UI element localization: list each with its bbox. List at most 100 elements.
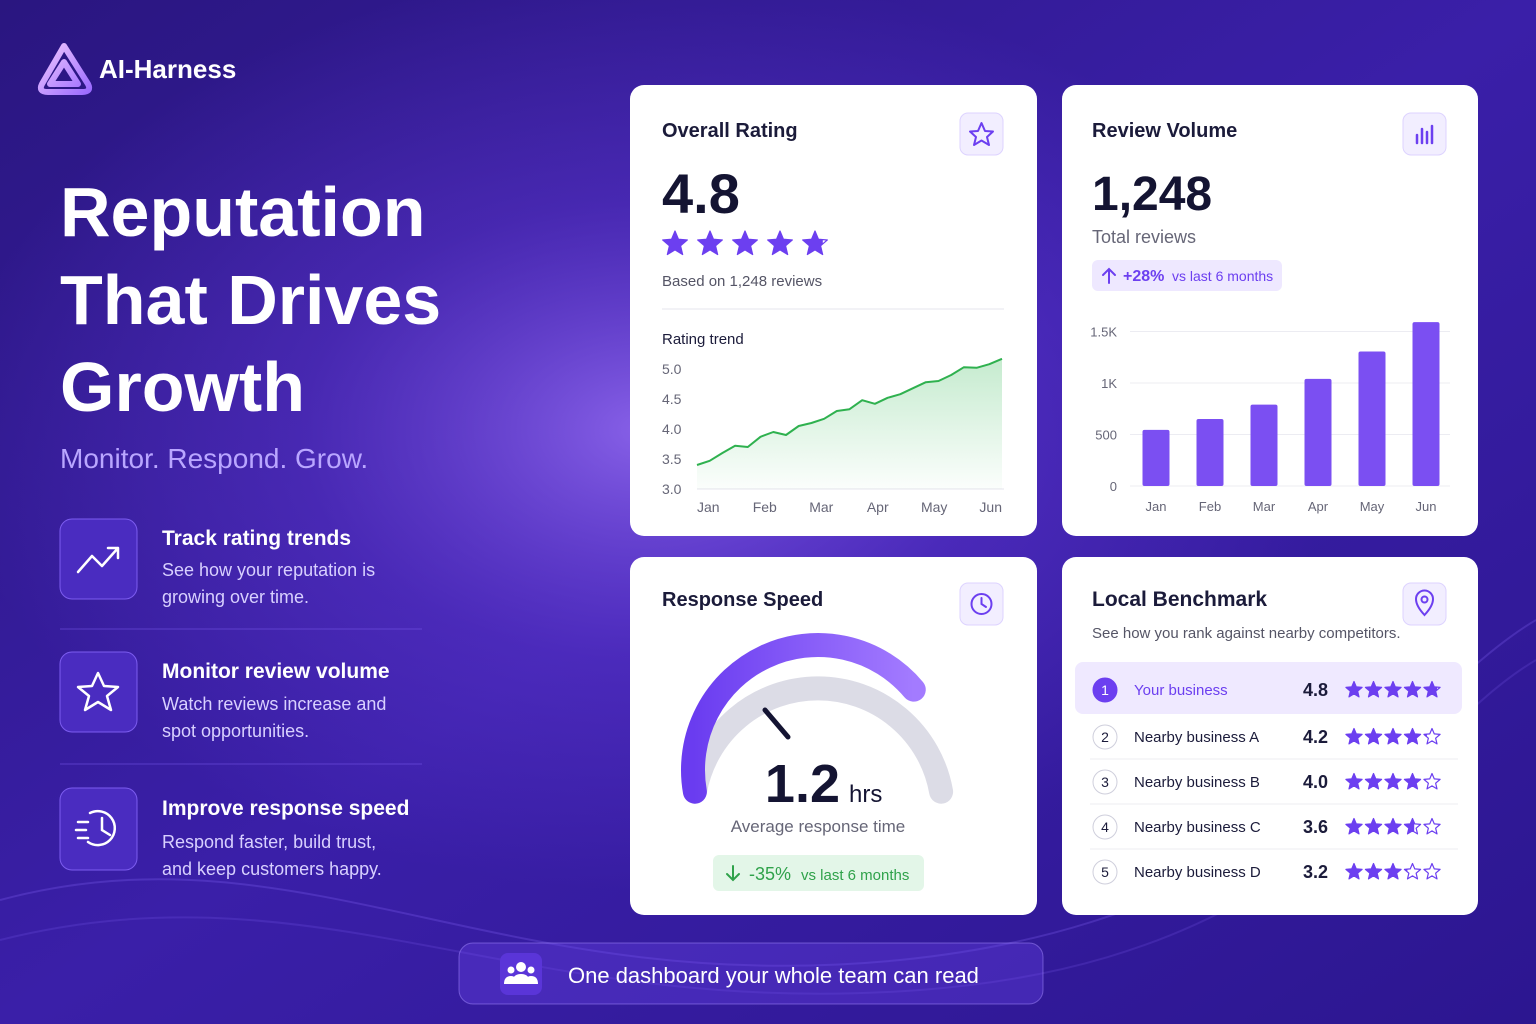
- rating-value: 4.8: [662, 162, 740, 225]
- y-tick-label: 3.0: [662, 481, 682, 497]
- rating: 4.8: [1303, 680, 1328, 700]
- line-chart: 3.0 3.5 4.0 4.5 5.0 Jan Feb Mar Apr May Jun: [662, 357, 1004, 515]
- line: [696, 357, 1003, 466]
- speed-value: 1.2: [765, 754, 840, 814]
- bar: [1196, 419, 1224, 486]
- business-name: Nearby business A: [1134, 729, 1259, 746]
- icon: [1415, 124, 1434, 145]
- change-note: vs last 6 months: [801, 867, 909, 884]
- gauge-needle: [762, 707, 791, 740]
- feature-icon-box: [59, 518, 138, 600]
- star: [1404, 728, 1421, 744]
- card-title: Local Benchmark: [1092, 588, 1267, 611]
- star: [1365, 681, 1382, 697]
- star: [1345, 818, 1363, 834]
- hero-title: Reputation: [60, 173, 426, 251]
- star: [662, 231, 688, 255]
- business-name: Nearby business D: [1134, 864, 1261, 881]
- star: [1365, 773, 1382, 789]
- speed-caption: Average response time: [731, 817, 906, 836]
- feature-title: Track rating trends: [162, 527, 351, 550]
- bar: [1142, 429, 1170, 486]
- rank: 5: [1101, 864, 1109, 880]
- feature-title: Monitor review volume: [162, 660, 390, 683]
- star: [1404, 681, 1421, 697]
- volume-value: 1,248: [1092, 168, 1212, 221]
- rating: 3.2: [1303, 862, 1328, 882]
- star-outline: [1423, 817, 1441, 835]
- card-title: Response Speed: [662, 589, 823, 611]
- gauge: [681, 633, 954, 804]
- star: [1345, 773, 1363, 789]
- feature-description: Watch reviews increase and: [162, 694, 386, 714]
- x-tick-label: Feb: [1199, 499, 1221, 514]
- arrow-up: [1102, 267, 1116, 284]
- change-note: vs last 6 months: [1172, 268, 1273, 284]
- feature-description: growing over time.: [162, 587, 309, 607]
- x-tick-label: May: [1360, 499, 1385, 514]
- x-tick-label: Jun: [1416, 499, 1437, 514]
- star: [732, 231, 758, 255]
- area: [697, 358, 1002, 489]
- card: [630, 557, 1037, 915]
- icon: [1414, 589, 1435, 617]
- star: [1404, 773, 1421, 789]
- rank-badge: [1092, 677, 1118, 703]
- hero-title: That Drives: [60, 261, 441, 339]
- star: [1423, 681, 1438, 697]
- speed-unit: hrs: [849, 781, 882, 808]
- x-tick-label: Jan: [697, 499, 720, 515]
- rank: 1: [1101, 682, 1109, 698]
- star: [1423, 734, 1427, 737]
- x-tick-label: May: [921, 499, 947, 515]
- star-outline: [1423, 772, 1441, 790]
- change-value: +28%: [1123, 268, 1164, 285]
- x-tick-label: Apr: [867, 499, 889, 515]
- logo: [37, 43, 93, 95]
- change-pill: [713, 855, 924, 891]
- tagline: Monitor. Respond. Grow.: [60, 443, 368, 474]
- x-tick-label: Apr: [1308, 499, 1329, 514]
- feature-description: and keep customers happy.: [162, 859, 382, 879]
- x-tick-label: Jan: [1146, 499, 1167, 514]
- change-value: -35%: [749, 864, 791, 884]
- y-tick-label: 0: [1110, 479, 1117, 494]
- y-tick-label: 1K: [1101, 376, 1117, 391]
- change-pill: [1092, 260, 1282, 291]
- feature-description: Respond faster, build trust,: [162, 832, 376, 852]
- star: [1345, 863, 1363, 879]
- y-tick-label: 500: [1095, 427, 1117, 442]
- star: [1365, 818, 1382, 834]
- rating: 4.2: [1303, 727, 1328, 747]
- icon-box: [1402, 582, 1447, 626]
- card-title: Review Volume: [1092, 120, 1237, 142]
- rank: 4: [1101, 819, 1109, 835]
- y-tick-label: 1.5K: [1090, 324, 1117, 339]
- bar: [1412, 322, 1440, 486]
- star: [1404, 869, 1408, 872]
- rank: 2: [1101, 729, 1109, 745]
- highlight-row: [1075, 662, 1462, 714]
- rank-badge: [1092, 724, 1118, 750]
- icon-box: [1402, 112, 1447, 156]
- bar: [1304, 378, 1332, 486]
- feature-icon-box: [59, 651, 138, 733]
- star: [1365, 728, 1382, 744]
- y-tick-label: 5.0: [662, 361, 682, 377]
- business-name: Nearby business B: [1134, 774, 1260, 791]
- feature-icon: [74, 809, 117, 847]
- card-title: Overall Rating: [662, 120, 798, 142]
- icon: [970, 593, 993, 615]
- business-name: Nearby business C: [1134, 819, 1261, 836]
- star: [1345, 728, 1363, 744]
- icon: [1420, 595, 1429, 604]
- star: [1365, 863, 1382, 879]
- rank: 3: [1101, 774, 1109, 790]
- star: [1384, 818, 1402, 834]
- gauge-track: [682, 676, 954, 804]
- footer-icon: [504, 962, 538, 984]
- feature-icon: [76, 671, 120, 712]
- star: [1384, 773, 1402, 789]
- rank-badge: [1092, 769, 1118, 795]
